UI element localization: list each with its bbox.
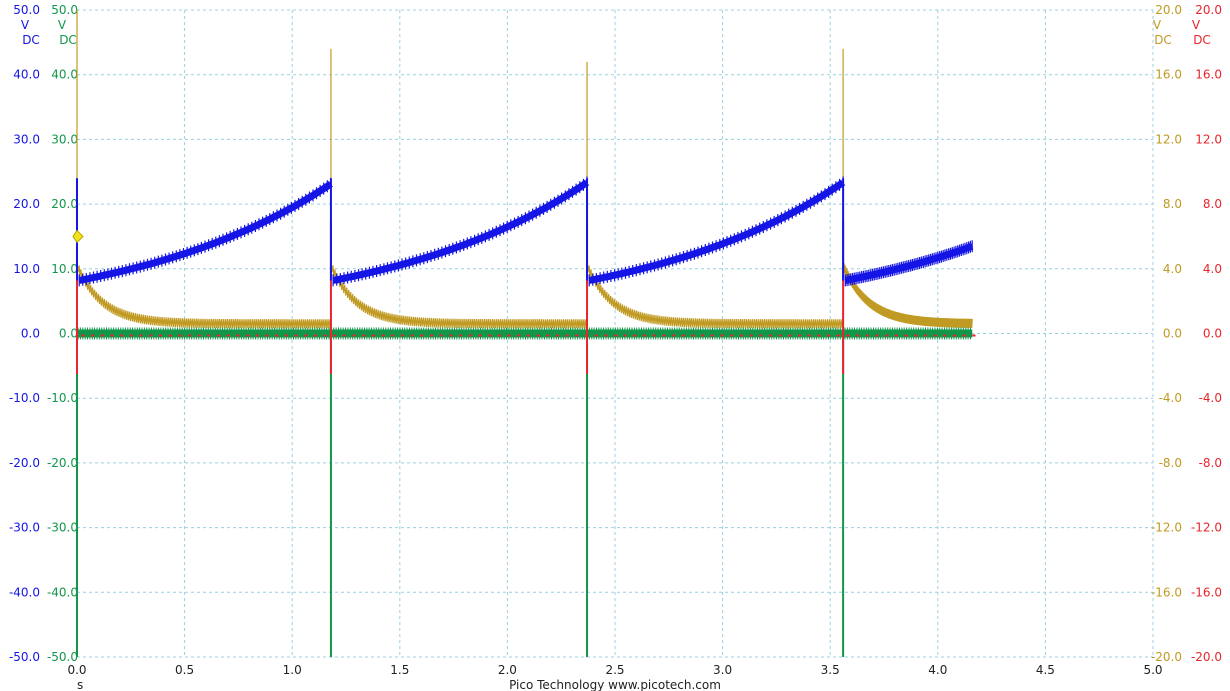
y-tick-label-C: -20.0 (1151, 650, 1182, 664)
y-tick-label-A: 0.0 (21, 327, 40, 341)
y-tick-label-C: -16.0 (1151, 585, 1182, 599)
y-tick-label-D: 4.0 (1203, 262, 1222, 276)
x-tick-label: 4.5 (1036, 663, 1055, 677)
x-unit-label: s (77, 678, 83, 691)
y-tick-label-D: 0.0 (1203, 327, 1222, 341)
trace-channel-a-noise (78, 177, 332, 287)
y-tick-label-B: -30.0 (47, 521, 78, 535)
y-tick-label-B: 20.0 (51, 197, 78, 211)
y-tick-label-A: 40.0 (13, 68, 40, 82)
y-tick-label-B: 40.0 (51, 68, 78, 82)
trace-channel-a-ramp (332, 179, 590, 284)
y-tick-label-B: 10.0 (51, 262, 78, 276)
y-tick-label-A: -30.0 (9, 521, 40, 535)
x-tick-label: 2.5 (605, 663, 624, 677)
y-tick-label-D: -16.0 (1191, 585, 1222, 599)
y-tick-label-D: 8.0 (1203, 197, 1222, 211)
y-tick-label-B: -10.0 (47, 391, 78, 405)
y-unit-label-A: V (21, 18, 30, 32)
x-tick-label: 5.0 (1143, 663, 1162, 677)
trace-channel-a-noise (588, 176, 844, 287)
y-tick-label-B: -20.0 (47, 456, 78, 470)
y-tick-label-B: 30.0 (51, 132, 78, 146)
x-tick-label: 1.5 (390, 663, 409, 677)
y-tick-label-B: -40.0 (47, 585, 78, 599)
axis-labels: 40.030.020.010.00.0-10.0-20.0-30.0-40.0-… (9, 3, 1222, 677)
y-unit-label-C: V (1153, 18, 1162, 32)
y-tick-label-D: -8.0 (1199, 456, 1222, 470)
x-tick-label: 0.0 (67, 663, 86, 677)
y-unit-label-C: DC (1154, 33, 1172, 47)
y-top-label-A: 50.0 (13, 3, 40, 17)
y-tick-label-C: 0.0 (1163, 327, 1182, 341)
trace-channel-a-ramp (78, 180, 333, 284)
y-unit-label-D: DC (1193, 33, 1211, 47)
y-unit-label-B: V (58, 18, 67, 32)
y-unit-label-A: DC (22, 33, 40, 47)
footer: s Pico Technology www.picotech.com (77, 678, 721, 691)
y-tick-label-C: 8.0 (1163, 197, 1182, 211)
x-tick-label: 0.5 (175, 663, 194, 677)
y-unit-label-D: V (1192, 18, 1201, 32)
brand-text: Pico Technology www.picotech.com (509, 678, 721, 691)
trace-channel-a-ramp (588, 179, 846, 284)
trace-channel-a-noise (332, 176, 588, 287)
y-tick-label-B: -50.0 (47, 650, 78, 664)
x-tick-label: 3.5 (821, 663, 840, 677)
y-tick-label-A: 10.0 (13, 262, 40, 276)
y-tick-label-C: -12.0 (1151, 521, 1182, 535)
trace-channel-b-band (77, 329, 973, 338)
x-tick-label: 3.0 (713, 663, 732, 677)
trigger-marker-icon (72, 229, 84, 244)
y-tick-label-C: 16.0 (1155, 68, 1182, 82)
y-tick-label-D: -4.0 (1199, 391, 1222, 405)
y-tick-label-A: -10.0 (9, 391, 40, 405)
y-tick-label-D: 16.0 (1195, 68, 1222, 82)
y-tick-label-C: 4.0 (1163, 262, 1182, 276)
x-tick-label: 4.0 (928, 663, 947, 677)
y-tick-label-A: -20.0 (9, 456, 40, 470)
trace-channel-a-noise (844, 240, 973, 287)
trace-channel-c (76, 10, 973, 334)
x-tick-label: 2.0 (498, 663, 517, 677)
y-tick-label-C: -8.0 (1159, 456, 1182, 470)
y-top-label-C: 20.0 (1155, 3, 1182, 17)
y-tick-label-C: -4.0 (1159, 391, 1182, 405)
y-top-label-B: 50.0 (51, 3, 78, 17)
y-tick-label-A: 20.0 (13, 197, 40, 211)
y-tick-label-C: 12.0 (1155, 132, 1182, 146)
y-tick-label-D: -12.0 (1191, 521, 1222, 535)
y-unit-label-B: DC (59, 33, 77, 47)
y-tick-label-D: 12.0 (1195, 132, 1222, 146)
traces (72, 10, 976, 657)
y-tick-label-A: -50.0 (9, 650, 40, 664)
y-tick-label-D: -20.0 (1191, 650, 1222, 664)
x-tick-label: 1.0 (283, 663, 302, 677)
y-tick-label-A: -40.0 (9, 585, 40, 599)
y-top-label-D: 20.0 (1195, 3, 1222, 17)
trace-channel-b-noise (77, 327, 971, 340)
grid-lines (76, 9, 1154, 658)
y-tick-label-A: 30.0 (13, 132, 40, 146)
y-tick-label-B: 0.0 (59, 327, 78, 341)
